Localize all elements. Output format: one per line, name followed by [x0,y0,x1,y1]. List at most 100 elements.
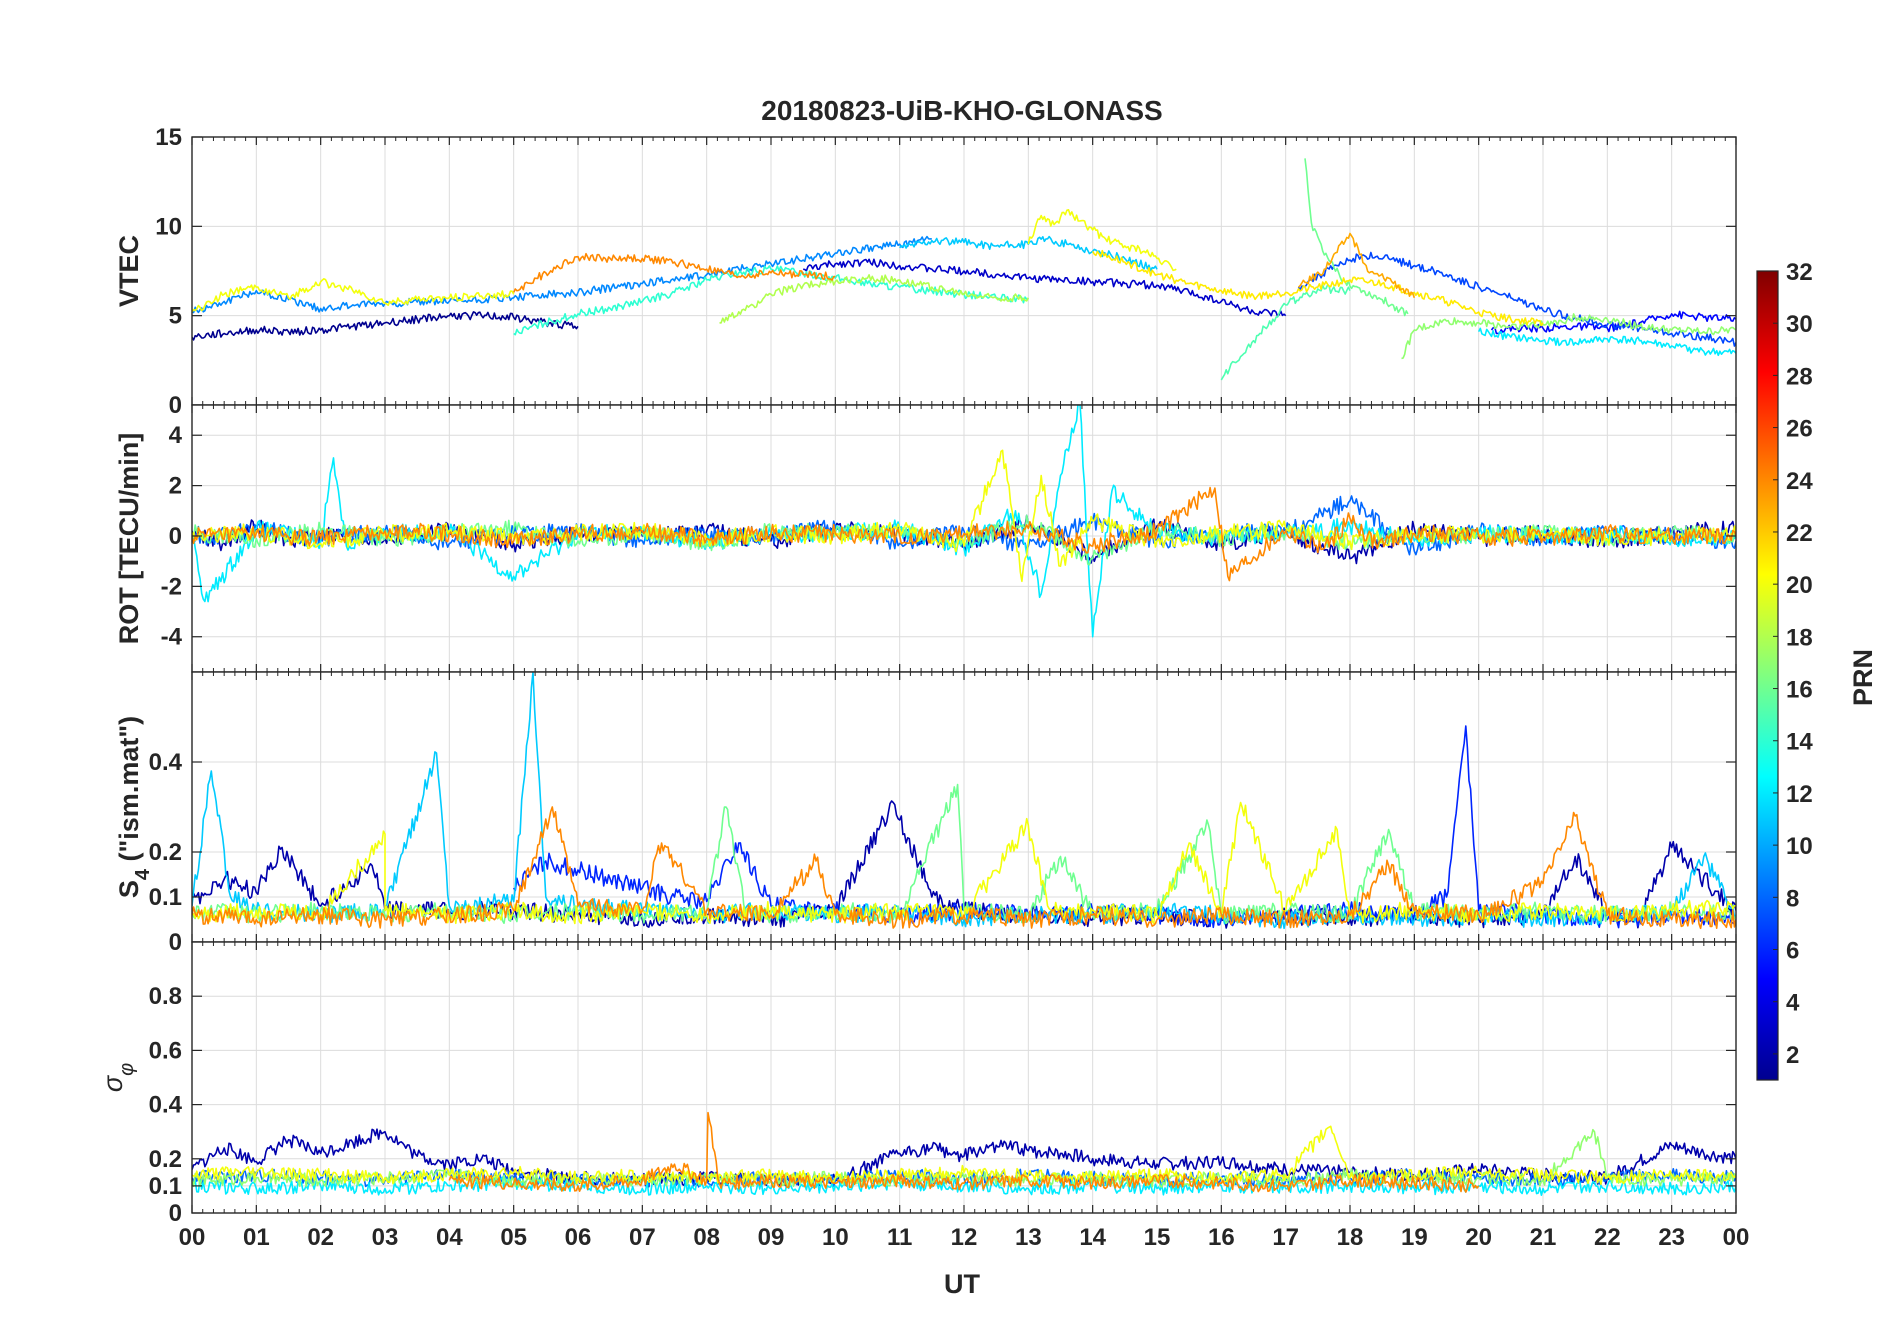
x-tick-label: 02 [307,1224,334,1251]
colorbar-tick-label: 4 [1786,990,1800,1017]
x-tick-labels: 00 01 02 03 04 05 06 07 08 09 10 11 12 13 14 15 16 17 18 19… [179,1224,1750,1251]
x-tick-label: 12 [951,1224,978,1251]
y-tick-label: 0 [169,1200,182,1227]
colorbar-tick-label: 10 [1786,833,1813,860]
colorbar-tick-label: 26 [1786,416,1813,443]
x-axis-label: UT [944,1269,980,1299]
y-tick-label: 0 [169,392,182,419]
x-tick-label: 16 [1208,1224,1235,1251]
x-tick-label: 00 [1723,1224,1750,1251]
x-tick-label: 10 [822,1224,849,1251]
traces [192,1111,1736,1196]
colorbar-tick-label: 6 [1786,938,1799,965]
colorbar-tick-label: 8 [1786,885,1799,912]
x-tick-label: 23 [1658,1224,1685,1251]
colorbar-tick-label: 24 [1786,468,1813,495]
grid [192,405,1736,672]
colorbar-tick-label: 2 [1786,1042,1799,1069]
series-prn-7 [1297,251,1736,347]
y-tick-label: 15 [155,124,182,151]
y-tick-label: 2 [169,473,182,500]
colorbar-gradient [1756,270,1779,1081]
traces [192,672,1736,930]
series-prn-24 [448,1111,1480,1193]
series-prn-2 [192,1128,1736,1188]
panel-sigma-phi: 00.10.2 0.4 0.6 0.8 σφ [98,941,1737,1227]
colorbar-tick-label: 18 [1786,624,1813,651]
series-prn-20 [192,278,515,313]
y-tick-label: 0.2 [149,839,182,866]
y-axis-label: S4 ("ism.mat") [114,716,154,898]
y-axis-label: σφ [98,1063,138,1092]
x-tick-label: 08 [693,1224,720,1251]
chart-title: 20180823-UiB-KHO-GLONASS [761,95,1162,126]
x-tick-label: 01 [243,1224,270,1251]
colorbar-tick-label: 12 [1786,781,1813,808]
y-tick-label: 5 [169,303,182,330]
x-tick-label: 14 [1079,1224,1106,1251]
series-prn-5 [1490,310,1736,335]
y-axis-label: ROT [TECU/min] [114,433,144,644]
panel-s4: 0 0.1 0.2 0.4S4 ("ism.mat") [114,671,1737,956]
x-tick-label: 05 [500,1224,527,1251]
colorbar-tick-label: 22 [1786,520,1813,547]
x-tick-label: 18 [1337,1224,1364,1251]
x-tick-label: 19 [1401,1224,1428,1251]
colorbar-tick-label: 32 [1786,259,1813,286]
series-prn-21 [1092,249,1544,327]
panel-rot: -4 -2 0 2 4 ROT [TECU/min] [114,404,1737,673]
y-axis-label: VTEC [114,235,144,307]
y-tick-label: 0.4 [149,1092,183,1119]
tick-marks [191,942,1737,1214]
x-tick-label: 11 [887,1224,912,1251]
traces [192,158,1736,381]
series-prn-1 [192,311,579,341]
series-prn-24 [512,252,836,293]
panel-vtec: 0 5 10 15 VTEC [114,124,1737,419]
x-tick-label: 06 [565,1224,592,1251]
colorbar-tick-label: 14 [1786,729,1813,756]
y-tick-label: 4 [169,422,183,449]
x-tick-label: 13 [1015,1224,1042,1251]
series-prn-3 [803,258,1287,318]
series-prn-23 [1297,232,1416,299]
y-tick-label: 0.4 [149,749,183,776]
series-prn-16 [1304,158,1409,317]
colorbar-tick-label: 16 [1786,677,1813,704]
x-tick-label: 04 [436,1224,463,1251]
series-prn-24 [192,806,1736,930]
y-tick-label: -4 [161,624,183,651]
y-tick-label: 0.1 [149,1173,182,1200]
x-tick-label: 03 [372,1224,399,1251]
series-prn-9 [192,235,932,314]
series-prn-18 [719,274,1030,324]
y-tick-label: 0 [169,929,182,956]
series-prn-14 [513,265,1029,336]
colorbar-tick-label: 30 [1786,311,1813,338]
series-prn-20 [1027,209,1177,272]
colorbar-label: PRN [1848,649,1878,706]
y-tick-label: 0 [169,523,182,550]
y-tick-label: 0.6 [149,1037,182,1064]
x-tick-label: 07 [629,1224,656,1251]
y-tick-label: 0.2 [149,1146,182,1173]
traces [192,405,1736,638]
series-prn-12 [1477,327,1736,357]
x-tick-label: 15 [1144,1224,1171,1251]
x-tick-label: 21 [1530,1224,1557,1251]
x-tick-label: 00 [179,1224,206,1251]
series-prn-24 [192,486,1736,582]
tick-marks [191,136,1737,406]
x-tick-label: 20 [1465,1224,1492,1251]
colorbar-tick-label: 20 [1786,572,1813,599]
x-tick-label: 22 [1594,1224,1621,1251]
y-tick-label: -2 [161,573,182,600]
y-tick-label: 0.8 [149,983,182,1010]
series-prn-20 [192,1125,1736,1185]
y-tick-label: 0.1 [149,884,182,911]
x-tick-label: 17 [1272,1224,1299,1251]
series-prn-17 [1401,313,1736,360]
